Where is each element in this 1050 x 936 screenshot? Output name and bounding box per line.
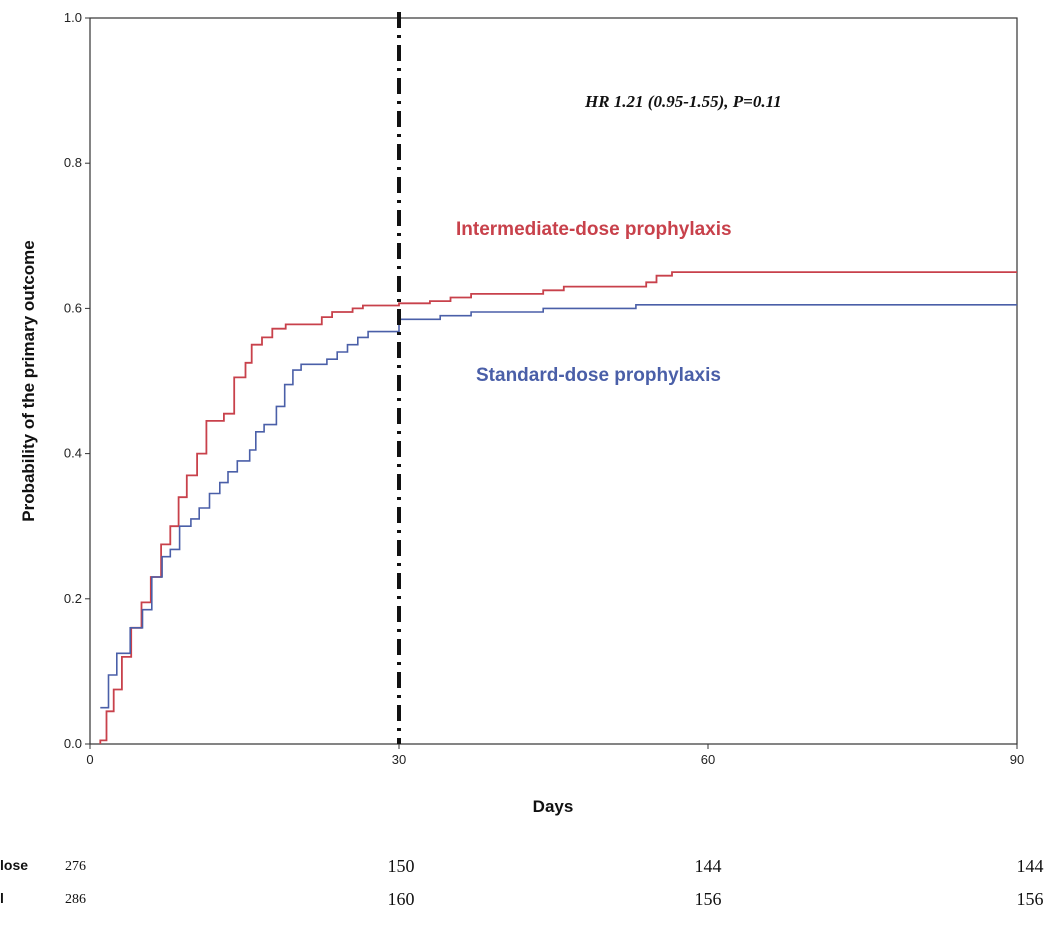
y-ticks: 0.0 0.2 0.4 0.6 0.8 1.0 [64, 10, 90, 751]
risk-cell: 276 [65, 859, 86, 874]
x-axis-label: Days [533, 797, 574, 816]
y-tick-label: 0.4 [64, 446, 82, 461]
risk-cell: 156 [1017, 889, 1044, 909]
plot-frame [89, 17, 1018, 745]
risk-cell: 286 [65, 892, 86, 907]
x-tick-label: 30 [392, 752, 406, 767]
y-axis-label: Probability of the primary outcome [19, 240, 38, 522]
risk-cell: 144 [695, 856, 722, 876]
hazard-ratio-annotation: HR 1.21 (0.95-1.55), P=0.11 [584, 92, 782, 111]
risk-table: lose 276 150 144 144 l 286 160 156 156 [0, 856, 1044, 909]
y-tick-label: 0.0 [64, 736, 82, 751]
y-tick-label: 1.0 [64, 10, 82, 25]
x-tick-label: 90 [1010, 752, 1024, 767]
y-tick-label: 0.2 [64, 591, 82, 606]
x-ticks: 0 30 60 90 [86, 744, 1024, 767]
risk-cell: 156 [695, 889, 722, 909]
risk-cell: 160 [388, 889, 415, 909]
y-tick-label: 0.8 [64, 155, 82, 170]
intermediate-dose-label: Intermediate-dose prophylaxis [456, 219, 732, 240]
risk-cell: 144 [1017, 856, 1044, 876]
standard-dose-label: Standard-dose prophylaxis [476, 365, 721, 386]
x-tick-label: 0 [86, 752, 93, 767]
y-tick-label: 0.6 [64, 300, 82, 315]
risk-cell: 150 [388, 856, 415, 876]
x-tick-label: 60 [701, 752, 715, 767]
intermediate-dose-curve [99, 271, 1017, 744]
standard-dose-curve [100, 304, 1017, 709]
risk-row-label: lose [0, 857, 28, 873]
risk-row-label: l [0, 890, 4, 906]
